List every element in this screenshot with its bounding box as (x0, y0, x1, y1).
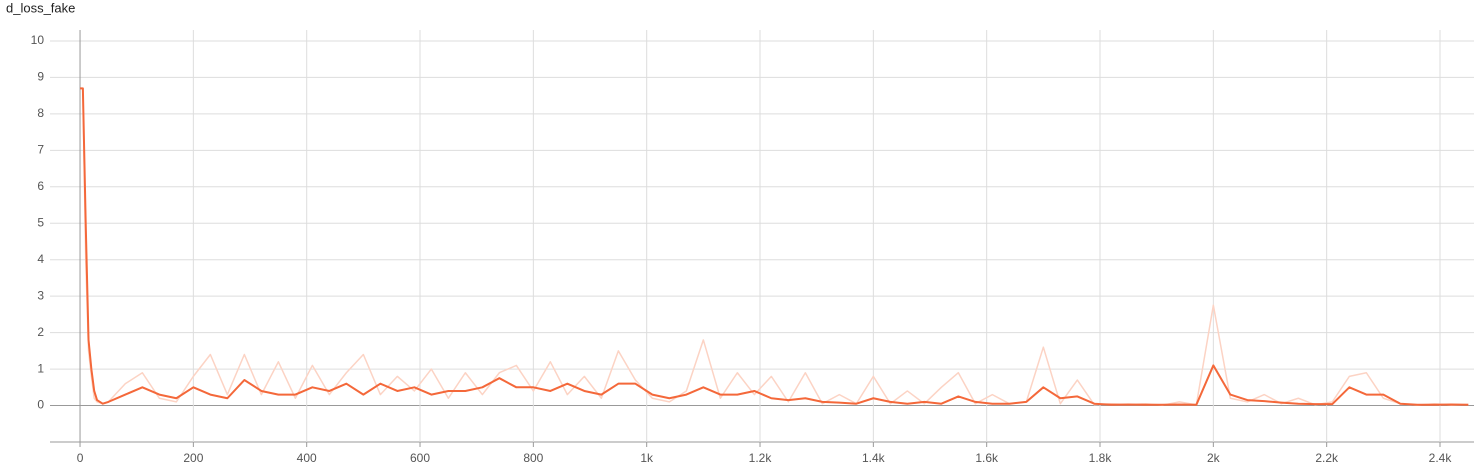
y-tick-label: 6 (37, 179, 44, 193)
x-tick-label: 600 (410, 451, 430, 465)
y-tick-label: 4 (37, 252, 44, 266)
y-tick-label: 10 (31, 33, 45, 47)
x-tick-label: 0 (77, 451, 84, 465)
x-tick-label: 800 (523, 451, 543, 465)
x-tick-label: 1k (640, 451, 654, 465)
y-tick-label: 3 (37, 288, 44, 302)
x-tick-label: 200 (183, 451, 203, 465)
y-tick-label: 9 (37, 70, 44, 84)
y-tick-label: 5 (37, 215, 44, 229)
x-tick-label: 1.4k (862, 451, 886, 465)
y-tick-label: 2 (37, 325, 44, 339)
y-tick-label: 0 (37, 398, 44, 412)
x-tick-label: 2k (1207, 451, 1221, 465)
series-line (80, 87, 1469, 406)
x-tick-label: 1.6k (975, 451, 999, 465)
x-tick-label: 1.8k (1089, 451, 1113, 465)
x-tick-label: 2.2k (1315, 451, 1339, 465)
x-tick-label: 400 (297, 451, 317, 465)
y-tick-label: 7 (37, 142, 44, 156)
series-line (80, 87, 1469, 406)
x-tick-label: 2.4k (1429, 451, 1453, 465)
y-tick-label: 8 (37, 106, 44, 120)
y-tick-label: 1 (37, 361, 44, 375)
x-tick-label: 1.2k (749, 451, 773, 465)
chart-title: d_loss_fake (6, 0, 75, 15)
